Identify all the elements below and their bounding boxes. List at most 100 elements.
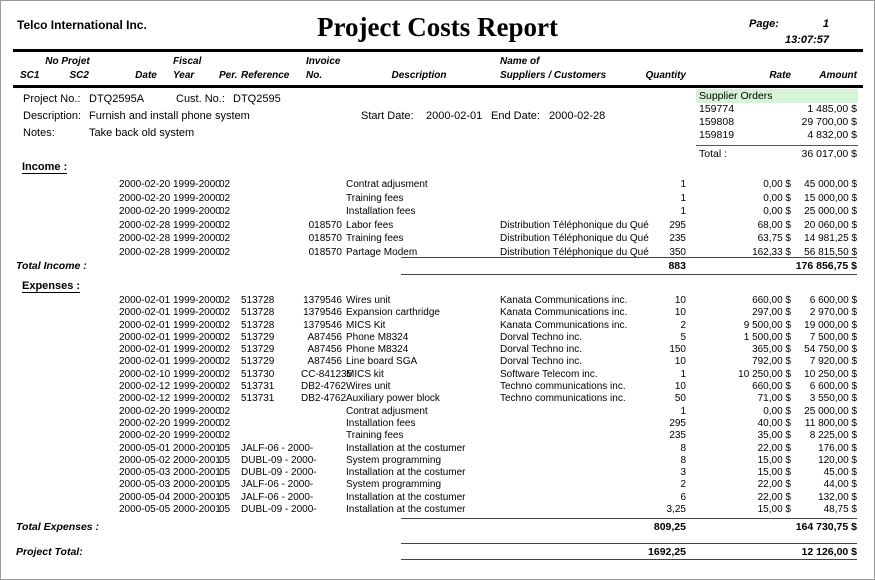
cell-quantity: 3 <box>680 467 686 479</box>
cell-amount: 25 000,00 $ <box>804 405 857 417</box>
cell-rate: 162,33 $ <box>752 246 791 258</box>
cell-rate: 35,00 $ <box>757 430 791 442</box>
cell-description: Phone M8324 <box>346 344 409 356</box>
expenses-total-line-top <box>401 518 857 519</box>
cell-description: Training fees <box>346 233 404 244</box>
cell-amount: 132,00 $ <box>818 491 857 503</box>
cell-description: MICS Kit <box>346 319 386 331</box>
cell-reference: 513728 <box>241 307 275 319</box>
cell-fiscal-year: 1999-2000 <box>173 179 221 190</box>
report-time: 13:07:57 <box>784 34 829 46</box>
supplier-total-label: Total : <box>699 148 728 160</box>
cell-amount: 8 225,00 $ <box>809 430 857 442</box>
cell-supplier <box>496 206 642 220</box>
cell-reference: DUBL-09 - 2000- <box>241 504 317 516</box>
cell-invoice-no: 018570 <box>308 233 342 244</box>
cell-rate: 0,00 $ <box>763 206 791 217</box>
cell-supplier: Distribution Téléphonique du Qué <box>500 246 649 258</box>
cell-per: 05 <box>219 491 231 503</box>
cell-rate: 660,00 $ <box>752 295 791 306</box>
cell-date: 2000-02-01 <box>119 331 171 343</box>
cell-invoice-no: 018570 <box>308 219 342 231</box>
cell-invoice-no: CC-841235 <box>301 368 353 380</box>
cell-supplier: Kanata Communications inc. <box>500 307 628 319</box>
cust-no-value: DTQ2595 <box>233 93 281 105</box>
cell-quantity: 295 <box>669 219 686 231</box>
cell-amount: 7 500,00 $ <box>809 331 857 343</box>
cell-rate: 15,00 $ <box>757 504 791 516</box>
cell-per: 02 <box>219 430 231 442</box>
cell-invoice-no: A87456 <box>307 331 342 343</box>
cell-fiscal-year: 1999-2000 <box>173 331 221 343</box>
page-label: Page: <box>749 18 779 30</box>
table-row: 2000-05-05 2000-2001 05 DUBL-09 - 2000- … <box>16 504 857 516</box>
cell-amount: 11 800,00 $ <box>804 417 857 429</box>
cell-amount: 15 000,00 $ <box>804 192 857 204</box>
notes-value: Take back old system <box>89 127 195 139</box>
cell-description: Installation at the costumer <box>346 504 466 516</box>
cell-reference: 513728 <box>241 295 275 306</box>
table-row: 2000-05-01 2000-2001 05 JALF-06 - 2000- … <box>16 443 857 455</box>
cell-description: Auxiliary power block <box>346 393 440 405</box>
cell-rate: 40,00 $ <box>757 417 791 429</box>
cell-date: 2000-02-28 <box>119 246 171 258</box>
supplier-orders-total-row: Total : 36 017,00 $ <box>696 145 858 160</box>
project-no-label: Project No.: <box>23 93 81 105</box>
cell-supplier: Kanata Communications inc. <box>500 295 628 306</box>
col-per: Per. <box>219 70 238 81</box>
cell-description: Line board SGA <box>346 356 418 368</box>
expenses-total-row: Total Expenses : 809,25 164 730,75 $ <box>16 521 857 533</box>
cell-supplier: Dorval Techno inc. <box>500 344 583 356</box>
cell-description: Partage Modem <box>346 246 418 258</box>
cell-date: 2000-02-01 <box>119 344 171 356</box>
cell-per: 02 <box>219 405 231 417</box>
cell-per: 05 <box>219 467 231 479</box>
table-row: 2000-02-10 1999-2000 02 513730 CC-841235… <box>16 369 857 381</box>
cell-date: 2000-02-12 <box>119 381 171 393</box>
cell-date: 2000-05-02 <box>119 454 171 466</box>
col-fiscal-2: Year <box>173 70 195 81</box>
cell-amount: 176,00 $ <box>818 442 857 454</box>
cell-amount: 6 600,00 $ <box>809 381 857 393</box>
cell-fiscal-year: 1999-2000 <box>173 417 221 429</box>
cell-rate: 68,00 $ <box>757 219 791 231</box>
cell-reference <box>241 233 301 247</box>
page-number: 1 <box>822 18 829 30</box>
supplier-order-amount: 29 700,00 $ <box>801 116 857 128</box>
project-total-row: Project Total: 1692,25 12 126,00 $ <box>16 546 857 558</box>
table-row: 2000-02-20 1999-2000 02 Training fees 1 … <box>16 193 857 207</box>
cell-quantity: 10 <box>674 295 686 306</box>
cell-fiscal-year: 2000-2001 <box>173 479 221 491</box>
cell-description: System programming <box>346 454 442 466</box>
end-date-value: 2000-02-28 <box>549 110 606 122</box>
table-row: 2000-02-12 1999-2000 02 513731 DB2-4762 … <box>16 393 857 405</box>
cell-quantity: 50 <box>674 393 686 405</box>
cell-date: 2000-02-10 <box>119 368 171 380</box>
cell-description: Training fees <box>346 192 404 204</box>
cell-per: 05 <box>219 479 231 491</box>
cell-supplier <box>496 479 642 491</box>
cell-per: 02 <box>219 295 231 306</box>
project-total-label: Project Total: <box>16 546 83 558</box>
cell-reference <box>241 179 301 193</box>
cell-rate: 22,00 $ <box>757 479 791 491</box>
cell-invoice-no: 1379546 <box>303 319 342 331</box>
cell-rate: 71,00 $ <box>757 393 791 405</box>
cell-invoice-no: 1379546 <box>303 295 342 306</box>
cell-reference: 513729 <box>241 344 275 356</box>
expenses-total-label: Total Expenses : <box>16 521 100 533</box>
cell-description: Wires unit <box>346 381 391 393</box>
income-total-quantity: 883 <box>668 260 686 272</box>
cell-quantity: 1 <box>680 368 686 380</box>
col-no-projet: No Projet <box>45 56 90 67</box>
cell-invoice-no: DB2-4762 <box>301 381 347 393</box>
cell-invoice-no: 1379546 <box>303 307 342 319</box>
cell-amount: 45 000,00 $ <box>804 179 857 190</box>
cell-supplier <box>496 406 642 418</box>
cell-per: 02 <box>219 368 231 380</box>
cell-per: 05 <box>219 454 231 466</box>
cell-per: 02 <box>219 192 231 204</box>
cell-amount: 3 550,00 $ <box>809 393 857 405</box>
cell-amount: 2 970,00 $ <box>809 307 857 319</box>
supplier-orders-title: Supplier Orders <box>696 89 858 103</box>
